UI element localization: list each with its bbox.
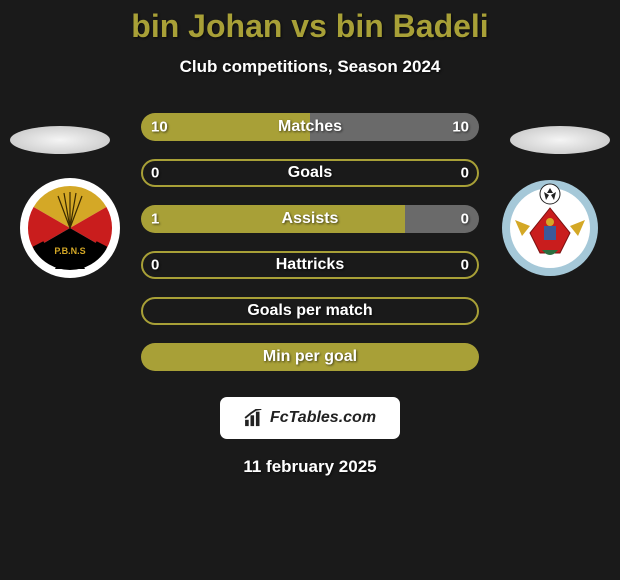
stat-row: Min per goal bbox=[141, 343, 479, 371]
stat-value-left: 1 bbox=[151, 211, 159, 228]
chart-icon bbox=[244, 409, 266, 427]
stat-row: Hattricks00 bbox=[141, 251, 479, 279]
stat-value-left: 10 bbox=[151, 119, 168, 136]
stat-row: Matches1010 bbox=[141, 113, 479, 141]
stat-value-right: 0 bbox=[461, 165, 469, 182]
page-title: bin Johan vs bin Badeli bbox=[0, 8, 620, 45]
svg-text:P.B.N.S: P.B.N.S bbox=[54, 246, 85, 256]
stat-row: Goals per match bbox=[141, 297, 479, 325]
stat-value-left: 0 bbox=[151, 165, 159, 182]
player-hat-left bbox=[10, 126, 110, 154]
stat-row: Assists10 bbox=[141, 205, 479, 233]
player-hat-right bbox=[510, 126, 610, 154]
stat-value-left: 0 bbox=[151, 257, 159, 274]
watermark: FcTables.com bbox=[220, 397, 400, 439]
stat-row: Goals00 bbox=[141, 159, 479, 187]
stat-value-right: 10 bbox=[452, 119, 469, 136]
subtitle: Club competitions, Season 2024 bbox=[0, 57, 620, 77]
team-crest-right bbox=[500, 178, 600, 278]
watermark-text: FcTables.com bbox=[270, 409, 376, 427]
date-label: 11 february 2025 bbox=[0, 457, 620, 477]
stat-value-right: 0 bbox=[461, 211, 469, 228]
stat-value-right: 0 bbox=[461, 257, 469, 274]
team-crest-left: P.B.N.S bbox=[20, 178, 120, 278]
